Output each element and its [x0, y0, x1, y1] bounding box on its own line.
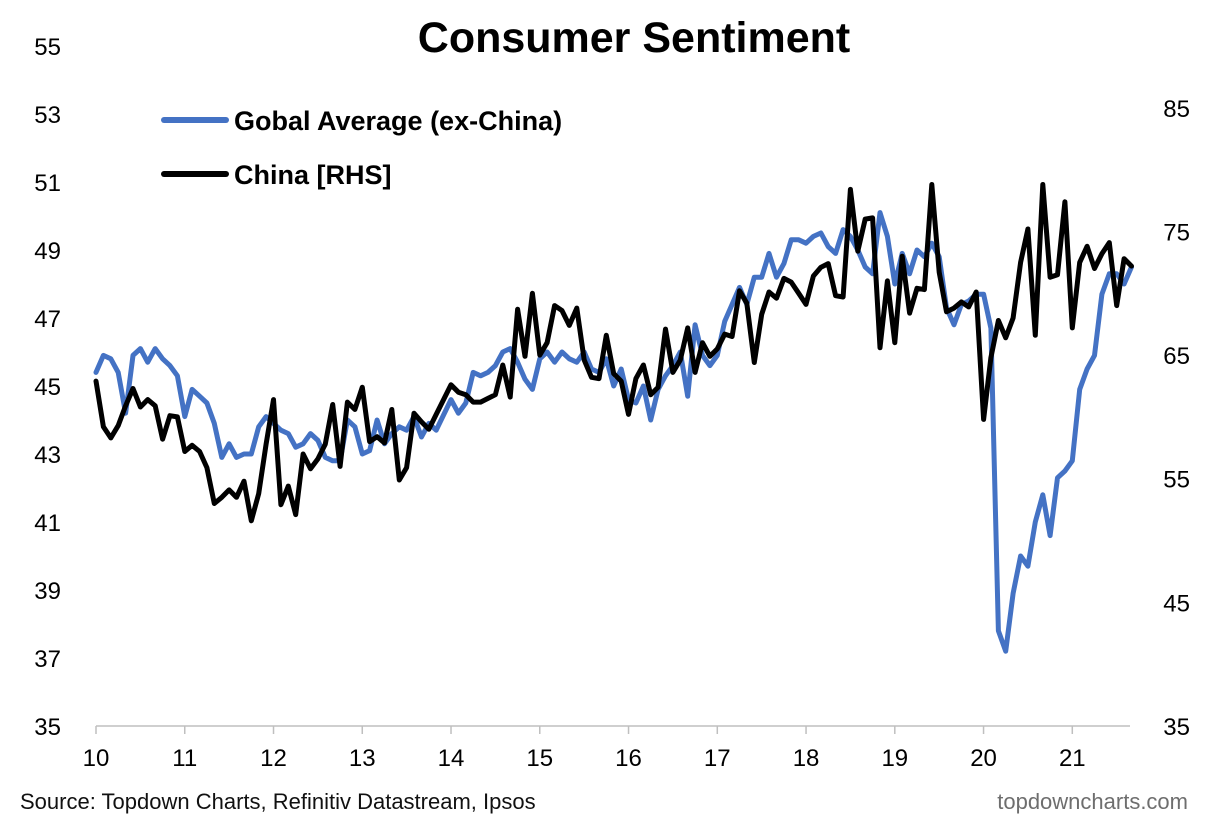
y-right-tick-label: 55 — [1163, 467, 1190, 494]
y-left-tick-label: 47 — [34, 306, 61, 333]
x-tick-label: 16 — [615, 745, 642, 772]
x-tick-label: 15 — [526, 745, 553, 772]
consumer-sentiment-chart: Consumer Sentiment 10 11 12 13 14 15 16 17 18 19 2… — [34, 14, 1190, 772]
legend-label-china: China [RHS] — [234, 160, 392, 190]
x-tick-label: 12 — [260, 745, 287, 772]
y-right-tick-label: 85 — [1163, 96, 1190, 123]
y-left-tick-label: 43 — [34, 442, 61, 469]
y-left-tick-label: 37 — [34, 646, 61, 673]
y-left-tick-label: 35 — [34, 714, 61, 741]
y-left-tick-label: 49 — [34, 238, 61, 265]
y-right-tick-label: 65 — [1163, 343, 1190, 370]
y-right-tick-label: 35 — [1163, 714, 1190, 741]
x-tick-label: 14 — [438, 745, 465, 772]
x-tick-label: 10 — [83, 745, 110, 772]
watermark: topdowncharts.com — [997, 789, 1188, 814]
x-tick-label: 19 — [881, 745, 908, 772]
series-line-global-average — [93, 210, 1134, 654]
y-left-tick-label: 55 — [34, 34, 61, 61]
x-tick-label: 20 — [970, 745, 997, 772]
y-right-tick-label: 45 — [1163, 590, 1190, 617]
source-note: Source: Topdown Charts, Refinitiv Datast… — [20, 789, 536, 814]
legend: Gobal Average (ex-China) China [RHS] — [161, 106, 562, 190]
y-left-tick-label: 39 — [34, 578, 61, 605]
y-right-tick-label: 75 — [1163, 219, 1190, 246]
x-tick-label: 21 — [1059, 745, 1086, 772]
y-left-tick-label: 51 — [34, 170, 61, 197]
chart-title: Consumer Sentiment — [418, 14, 850, 62]
x-tick-label: 18 — [793, 745, 820, 772]
x-tick-label: 17 — [704, 745, 731, 772]
x-tick-label: 13 — [349, 745, 376, 772]
series-lines — [93, 182, 1134, 654]
y-left-tick-label: 45 — [34, 374, 61, 401]
y-left-tick-label: 41 — [34, 510, 61, 537]
legend-label-global-average: Gobal Average (ex-China) — [234, 106, 562, 136]
series-line-china — [93, 182, 1134, 524]
x-tick-label: 11 — [172, 745, 197, 772]
y-left-tick-label: 53 — [34, 102, 61, 129]
axes: 10 11 12 13 14 15 16 17 18 19 20 21 35 37 39 41 43 45 47 49… — [34, 34, 1190, 772]
